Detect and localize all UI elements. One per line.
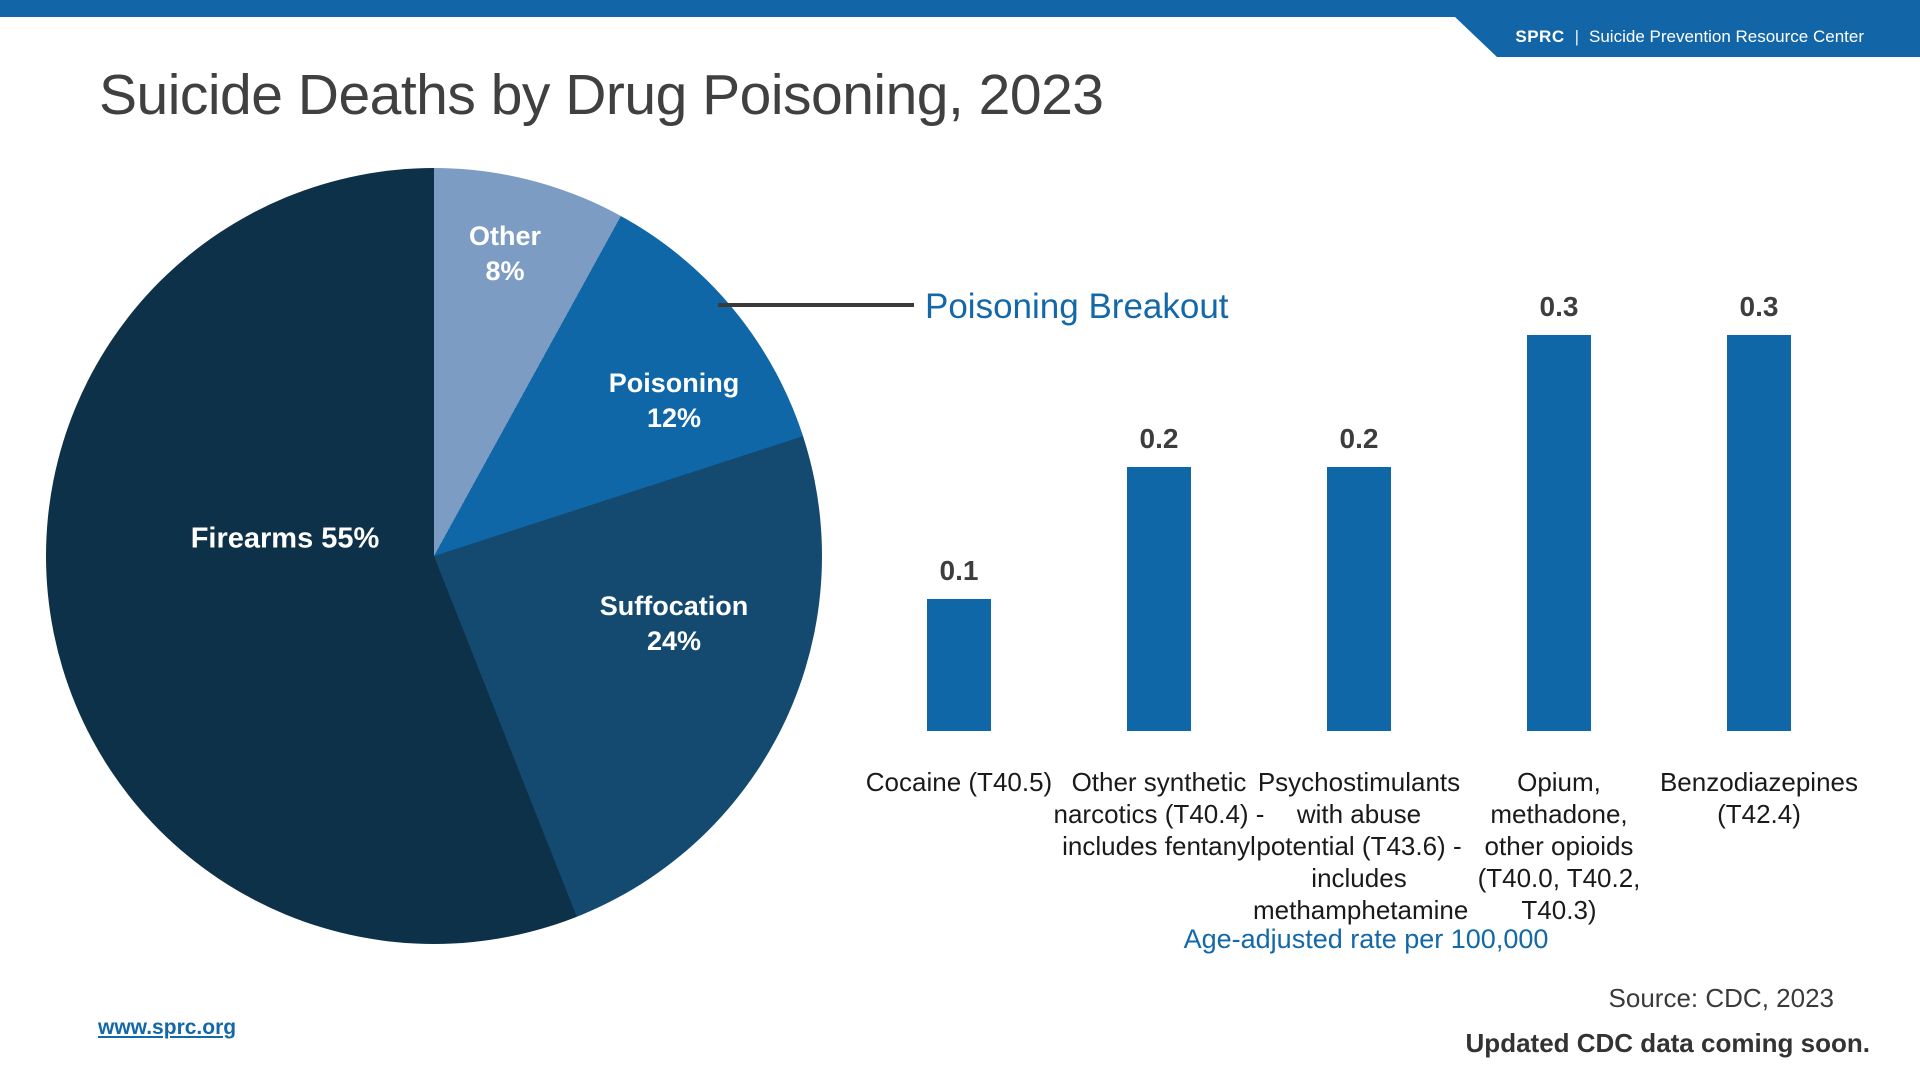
bar-category-label: Other synthetic narcotics (T40.4) - incl… (1053, 767, 1265, 861)
brand-abbreviation: SPRC (1515, 27, 1565, 46)
header-ribbon: SPRC | Suicide Prevention Resource Cente… (1455, 17, 1920, 57)
breakout-title: Poisoning Breakout (925, 287, 1229, 326)
bar (1527, 335, 1591, 731)
bar (1327, 467, 1391, 731)
bar-value-label: 0.2 (1139, 423, 1179, 454)
pie-label-suffocation: Suffocation 24% (599, 591, 749, 656)
bar-category-label: Benzodiazepines (T42.4) (1659, 767, 1859, 829)
sprc-website-link[interactable]: www.sprc.org (98, 1016, 237, 1039)
bar-chart-axis-label: Age-adjusted rate per 100,000 (1183, 924, 1549, 954)
pie-label-other: Other 8% (468, 221, 542, 286)
brand-separator: | (1574, 27, 1580, 46)
source-citation: Source: CDC, 2023 (1608, 983, 1834, 1013)
data-update-note: Updated CDC data coming soon. (1465, 1028, 1870, 1058)
bar-value-label: 0.1 (939, 555, 979, 586)
page-title: Suicide Deaths by Drug Poisoning, 2023 (99, 63, 1104, 127)
pie-label-poisoning: Poisoning 12% (608, 368, 740, 433)
bar-category-label: Cocaine (T40.5) (865, 767, 1053, 797)
bar (1727, 335, 1791, 731)
bar (927, 599, 991, 731)
pie-chart (46, 168, 822, 944)
bar-value-label: 0.2 (1339, 423, 1379, 454)
brand-lockup: SPRC | Suicide Prevention Resource Cente… (1515, 27, 1920, 47)
bar-category-label: Opium, methadone, other opioids (T40.0, … (1477, 767, 1641, 925)
bar-value-label: 0.3 (1539, 291, 1579, 322)
callout-line (718, 303, 914, 307)
bar-category-label: Psychostimulants with abuse potential (T… (1253, 767, 1469, 925)
bar-value-label: 0.3 (1739, 291, 1779, 322)
bar (1127, 467, 1191, 731)
header-bar (0, 0, 1920, 17)
brand-org-name: Suicide Prevention Resource Center (1589, 27, 1864, 46)
pie-label-firearms: Firearms 55% (190, 522, 380, 555)
